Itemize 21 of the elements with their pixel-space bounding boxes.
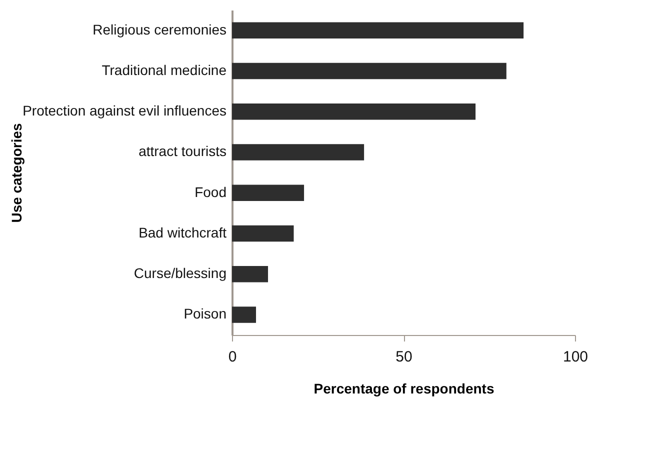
y-tick-label: Poison xyxy=(184,306,226,322)
y-axis-title: Use categories xyxy=(8,122,24,223)
bar xyxy=(232,225,294,242)
bar xyxy=(232,103,476,120)
y-tick-label: Traditional medicine xyxy=(102,62,227,78)
x-tick-label: 0 xyxy=(228,348,237,366)
bar xyxy=(232,266,268,282)
bar xyxy=(232,306,256,323)
y-tick-label: Curse/blessing xyxy=(134,265,226,282)
y-tick-label: attract tourists xyxy=(138,143,226,160)
y-tick-label: Bad witchcraft xyxy=(138,224,227,240)
bar xyxy=(232,144,364,160)
x-tick-label: 100 xyxy=(562,348,588,366)
y-tick-label: Protection against evil influences xyxy=(22,102,226,119)
y-tick-label: Food xyxy=(194,184,226,200)
x-axis-title: Percentage of respondents xyxy=(314,380,494,396)
x-tick-label: 50 xyxy=(396,348,412,366)
bar xyxy=(232,62,506,80)
bar xyxy=(232,184,304,201)
bar xyxy=(232,22,524,38)
y-tick-label: Religious ceremonies xyxy=(92,21,226,38)
